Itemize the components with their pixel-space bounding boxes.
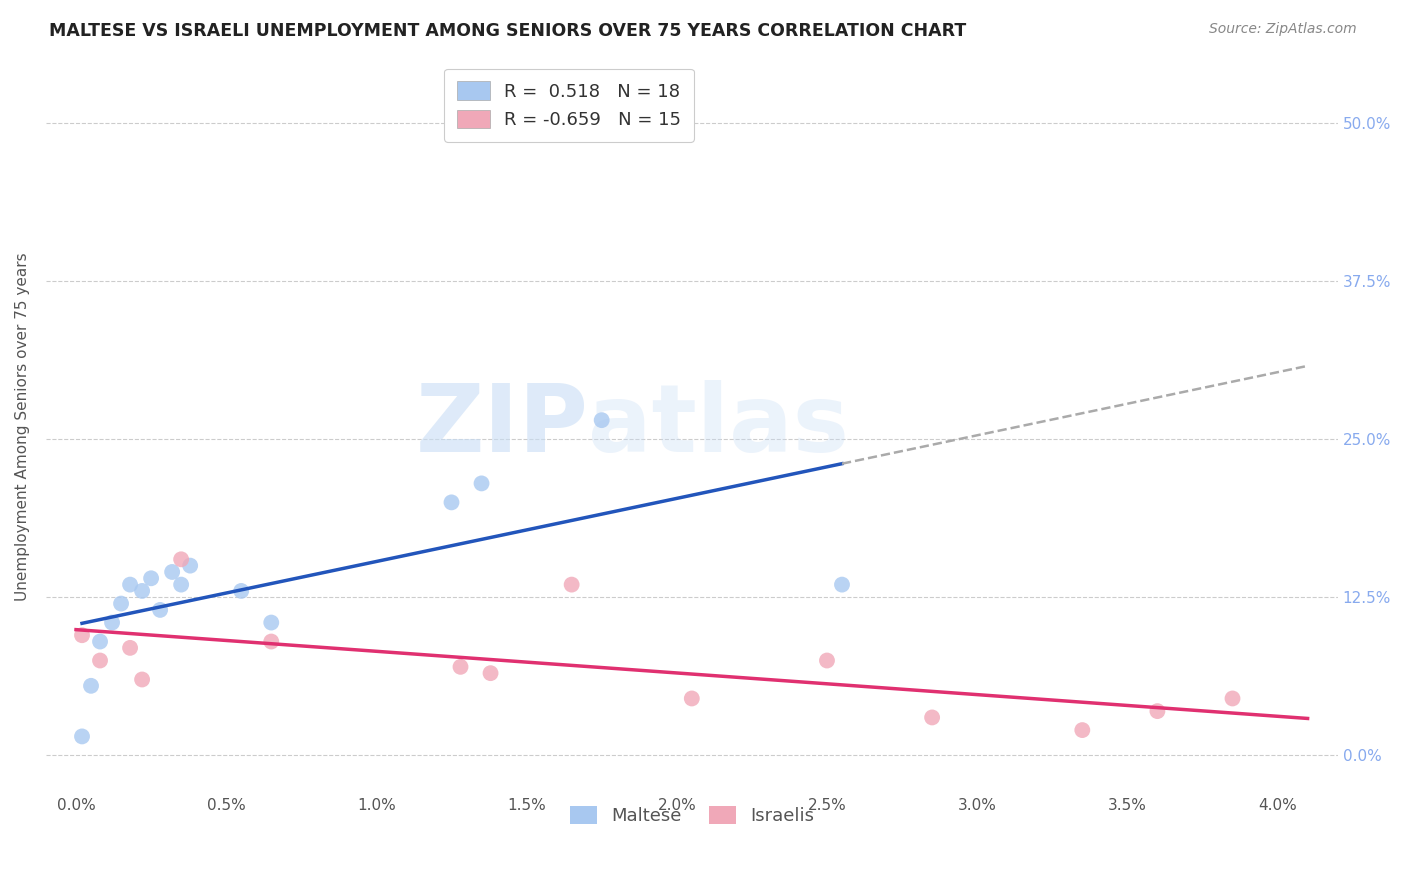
Point [260,615,283,630]
Point [131,583,153,598]
Point [831,577,853,591]
Point [1146,704,1168,718]
Point [479,666,502,681]
Point [470,476,492,491]
Point [440,495,463,509]
Point [70,628,93,642]
Text: Source: ZipAtlas.com: Source: ZipAtlas.com [1209,22,1357,37]
Point [1222,691,1244,706]
Legend: Maltese, Israelis: Maltese, Israelis [558,795,825,836]
Point [591,413,613,427]
Text: atlas: atlas [589,381,849,473]
Point [170,577,193,591]
Point [139,571,162,585]
Point [561,577,583,591]
Point [149,603,172,617]
Text: ZIP: ZIP [416,381,589,473]
Point [120,577,142,591]
Point [170,552,193,566]
Point [120,640,142,655]
Point [815,653,838,667]
Point [80,679,103,693]
Point [1071,723,1094,737]
Point [231,583,253,598]
Y-axis label: Unemployment Among Seniors over 75 years: Unemployment Among Seniors over 75 years [15,252,30,601]
Point [260,634,283,648]
Text: MALTESE VS ISRAELI UNEMPLOYMENT AMONG SENIORS OVER 75 YEARS CORRELATION CHART: MALTESE VS ISRAELI UNEMPLOYMENT AMONG SE… [49,22,966,40]
Point [70,730,93,744]
Point [110,597,132,611]
Point [921,710,943,724]
Point [101,615,124,630]
Point [160,565,183,579]
Point [131,673,153,687]
Point [89,634,111,648]
Point [681,691,703,706]
Point [179,558,201,573]
Point [89,653,111,667]
Point [450,660,472,674]
